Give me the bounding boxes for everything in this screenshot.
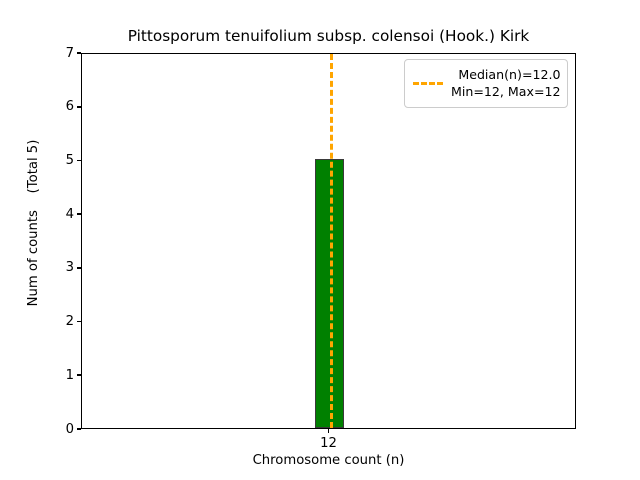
y-tick-mark: [77, 320, 81, 323]
y-tick-label: 6: [65, 99, 74, 115]
legend-label-minmax: Min=12, Max=12: [451, 84, 561, 99]
y-axis-label: Num of counts (Total 5): [26, 139, 41, 307]
legend-entry-median: Median(n)=12.0 Min=12, Max=12: [413, 66, 561, 100]
y-tick-label: 3: [65, 260, 74, 276]
legend-label-median: Median(n)=12.0: [458, 67, 561, 82]
y-tick-mark: [77, 374, 81, 377]
y-axis-ticks: 0 1 2 3 4 5 6 7: [0, 46, 81, 437]
y-tick-mark: [77, 267, 81, 269]
x-axis-label: Chromosome count (n): [252, 453, 405, 468]
y-tick-mark: [77, 159, 81, 162]
y-tick-label: 5: [65, 152, 74, 168]
y-tick-mark: [77, 213, 81, 215]
x-tick-mark: [327, 429, 330, 433]
x-axis-ticks: 12: [81, 429, 576, 459]
y-tick-label: 1: [65, 367, 74, 383]
median-line: [329, 54, 333, 428]
dashed-line-icon: [413, 81, 443, 85]
plot-inner: [82, 54, 575, 428]
y-tick-label: 7: [65, 45, 74, 61]
plot-area: [81, 53, 576, 429]
chart-legend: Median(n)=12.0 Min=12, Max=12: [404, 59, 568, 108]
chart-title: Pittosporum tenuifolium subsp. colensoi …: [127, 27, 530, 45]
x-tick-label: 12: [320, 436, 337, 451]
y-tick-label: 0: [65, 421, 74, 437]
y-tick-mark: [77, 428, 81, 430]
y-tick-label: 4: [65, 206, 74, 222]
y-tick-mark: [77, 52, 81, 54]
bar: [314, 159, 345, 428]
y-tick-label: 2: [65, 314, 74, 330]
legend-entry-text: Median(n)=12.0 Min=12, Max=12: [451, 66, 561, 100]
y-tick-mark: [77, 105, 81, 108]
